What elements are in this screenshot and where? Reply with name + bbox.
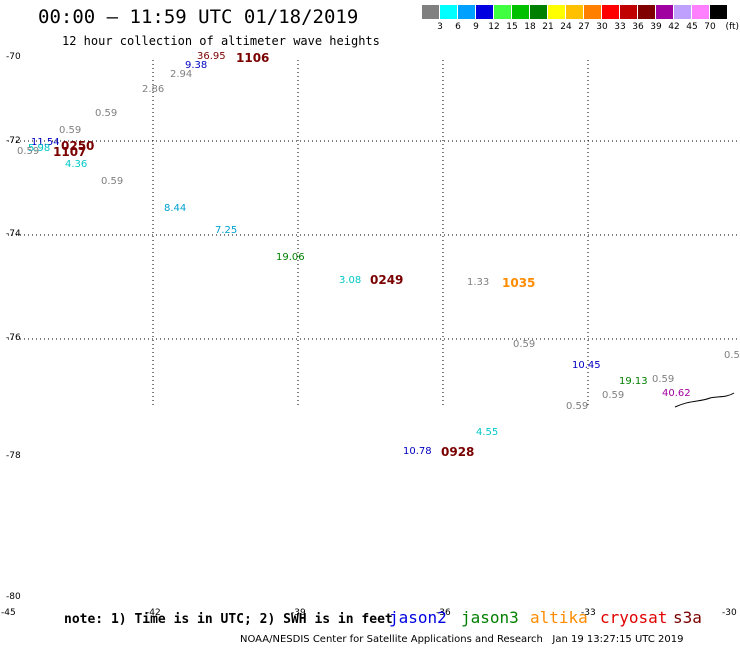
- pass-time-label: 0249: [370, 273, 404, 287]
- legend-swatch: [440, 5, 458, 19]
- legend-swatch: [620, 5, 638, 19]
- lat-label: -76: [6, 333, 21, 343]
- wave-height-value: 0.59: [59, 125, 82, 136]
- lat-gridlines: [8, 140, 740, 340]
- legend-swatch: [512, 5, 530, 19]
- legend-swatch-label: 30: [596, 22, 608, 32]
- legend-swatch: [476, 5, 494, 19]
- pass-time-label: 0250: [61, 139, 95, 153]
- legend-unit: (ft): [725, 22, 739, 32]
- legend-swatch-label: 9: [473, 22, 479, 32]
- wave-height-value: 0.5: [724, 350, 740, 361]
- wave-height-value: 4.55: [476, 427, 499, 438]
- map-title: 00:00 – 11:59 UTC 01/18/2019: [38, 6, 359, 28]
- lat-label: -72: [6, 136, 21, 146]
- lon-label: -30: [722, 608, 737, 618]
- wave-height-value: 36.95: [197, 51, 226, 62]
- lon-label: -36: [436, 608, 451, 618]
- wave-height-value: 8.44: [164, 203, 187, 214]
- legend-swatch: [656, 5, 674, 19]
- wave-height-value: 2.86: [142, 84, 165, 95]
- footer-note: note: 1) Time is in UTC; 2) SWH is in fe…: [64, 612, 393, 627]
- legend-swatch-label: 6: [455, 22, 461, 32]
- lat-label: -70: [6, 52, 21, 62]
- wave-height-value: 0.59: [95, 108, 118, 119]
- wave-height-value: 1.33: [467, 277, 490, 288]
- satellite-jason2: jason2: [389, 608, 447, 627]
- legend-swatch: [422, 5, 440, 19]
- wave-height-value: 9.38: [185, 60, 208, 71]
- lon-label: -39: [291, 608, 306, 618]
- legend-swatch-label: 36: [632, 22, 644, 32]
- legend-swatch-label: 45: [686, 22, 698, 32]
- pass-time-label: 1035: [502, 276, 536, 290]
- satellite-altika: altika: [530, 608, 588, 627]
- legend-swatch-label: 42: [668, 22, 680, 32]
- legend-swatch-label: 24: [560, 22, 572, 32]
- legend-swatch-label: 15: [506, 22, 518, 32]
- legend-swatch-label: 18: [524, 22, 536, 32]
- legend-swatch-label: 21: [542, 22, 554, 32]
- wave-height-value: 0.59: [602, 390, 625, 401]
- wave-height-value: 0.59: [101, 176, 124, 187]
- legend-swatch: [584, 5, 602, 19]
- wave-height-value: 2.94: [170, 69, 193, 80]
- wave-height-value: 5.98: [28, 143, 51, 154]
- pass-time-label: 1107: [53, 145, 87, 159]
- legend-swatch-label: 39: [650, 22, 662, 32]
- wave-height-value: 0.59: [652, 374, 675, 385]
- wave-height-value: 11.54: [31, 137, 60, 148]
- lon-label: -42: [146, 608, 161, 618]
- lon-label: -33: [581, 608, 596, 618]
- wave-height-value: 40.62: [662, 388, 691, 399]
- wave-height-value: 19.06: [276, 252, 305, 263]
- lon-label: -45: [1, 608, 16, 618]
- pass-time-label: 1106: [236, 51, 270, 65]
- wave-height-value: 3.08: [339, 275, 362, 286]
- satellite-s3a: s3a: [673, 608, 702, 627]
- satellite-cryosat: cryosat: [600, 608, 668, 627]
- legend-swatch: [674, 5, 692, 19]
- legend-swatch-label: 33: [614, 22, 626, 32]
- wave-height-value: 10.78: [403, 446, 432, 457]
- legend-swatch-label: 12: [488, 22, 500, 32]
- legend-swatch: [602, 5, 620, 19]
- wave-height-value: 19.13: [619, 376, 648, 387]
- legend-swatch: [530, 5, 548, 19]
- legend-swatch: [638, 5, 656, 19]
- legend-swatch-label: 3: [437, 22, 443, 32]
- wave-height-value: 0.59: [17, 146, 40, 157]
- satellite-jason3: jason3: [461, 608, 519, 627]
- legend-swatch: [494, 5, 512, 19]
- wave-height-value: 4.36: [65, 159, 88, 170]
- pass-time-label: 0928: [441, 445, 475, 459]
- map-subtitle: 12 hour collection of altimeter wave hei…: [62, 34, 380, 48]
- lat-label: -80: [6, 592, 21, 602]
- legend-swatch-label: 70: [704, 22, 716, 32]
- lat-label: -74: [6, 229, 21, 239]
- lat-label: -78: [6, 451, 21, 461]
- legend-swatch: [458, 5, 476, 19]
- wave-height-value: 10.45: [572, 360, 601, 371]
- legend-swatch-label: 27: [578, 22, 590, 32]
- legend-swatch: [710, 5, 728, 19]
- wave-height-value: 0.59: [513, 339, 536, 350]
- legend-swatch: [692, 5, 710, 19]
- wave-height-value: 0.59: [566, 401, 589, 412]
- legend-swatch: [566, 5, 584, 19]
- coastline: [674, 392, 735, 408]
- credit-line: NOAA/NESDIS Center for Satellite Applica…: [240, 634, 684, 645]
- wave-height-value: 7.25: [215, 225, 238, 236]
- legend-swatch: [548, 5, 566, 19]
